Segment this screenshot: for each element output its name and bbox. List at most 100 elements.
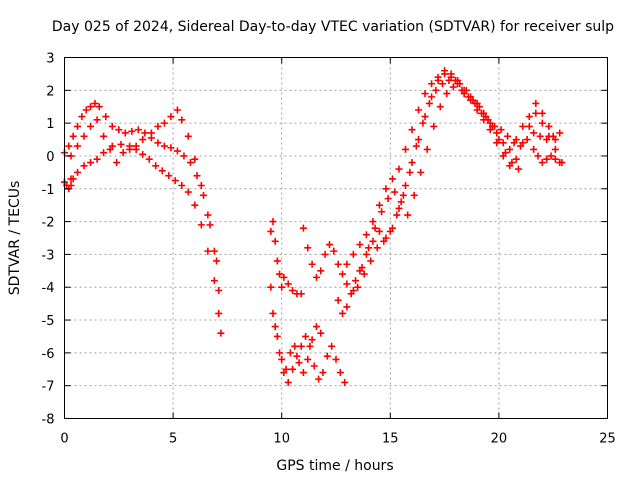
- data-point: [152, 162, 160, 170]
- data-point: [74, 122, 82, 130]
- data-point: [273, 257, 281, 265]
- data-point: [375, 201, 383, 209]
- data-point: [87, 159, 95, 167]
- data-point: [495, 136, 503, 144]
- data-point: [321, 250, 329, 258]
- data-point: [145, 155, 153, 163]
- series-6: [267, 218, 305, 298]
- data-point: [530, 129, 538, 137]
- data-point: [91, 99, 99, 107]
- data-point: [395, 165, 403, 173]
- y-tick-label: 3: [46, 52, 54, 67]
- data-point: [267, 283, 275, 291]
- y-tick-label: -2: [42, 216, 55, 231]
- data-point: [278, 283, 286, 291]
- data-point: [402, 145, 410, 153]
- data-point: [139, 150, 147, 158]
- data-point: [289, 287, 297, 295]
- data-point: [100, 132, 108, 140]
- data-point: [291, 342, 299, 350]
- data-point: [121, 129, 129, 137]
- data-point: [417, 168, 425, 176]
- data-point: [415, 136, 423, 144]
- data-point: [488, 122, 496, 130]
- data-point: [128, 127, 136, 135]
- data-point: [441, 67, 449, 75]
- data-point: [119, 149, 127, 157]
- data-point: [375, 227, 383, 235]
- data-point: [67, 181, 75, 189]
- data-point: [217, 329, 225, 337]
- data-point: [278, 355, 286, 363]
- series-9: [334, 70, 566, 317]
- data-point: [410, 191, 418, 199]
- data-point: [173, 147, 181, 155]
- data-point: [352, 277, 360, 285]
- x-tick-label: 0: [60, 432, 68, 447]
- data-point: [80, 132, 88, 140]
- data-point: [297, 290, 305, 298]
- data-point: [267, 227, 275, 235]
- x-axis-label: GPS time / hours: [276, 458, 393, 474]
- x-tick-label: 25: [599, 432, 616, 447]
- data-point: [545, 132, 553, 140]
- chart-title: Day 025 of 2024, Sidereal Day-to-day VTE…: [52, 19, 614, 35]
- data-point: [343, 303, 351, 311]
- data-point: [391, 188, 399, 196]
- data-point: [171, 177, 179, 185]
- data-point: [462, 86, 470, 94]
- data-point: [534, 152, 542, 160]
- data-point: [512, 136, 520, 144]
- data-point: [69, 132, 77, 140]
- series-12: [530, 145, 564, 167]
- data-point: [378, 208, 386, 216]
- data-point: [532, 109, 540, 117]
- x-tick-label: 5: [169, 432, 177, 447]
- data-point: [167, 113, 175, 121]
- data-point: [360, 270, 368, 278]
- data-point: [475, 103, 483, 111]
- data-point: [406, 168, 414, 176]
- data-point: [428, 93, 436, 101]
- data-point: [93, 155, 101, 163]
- data-point: [100, 149, 108, 157]
- data-point: [117, 140, 125, 148]
- data-point: [317, 267, 325, 275]
- data-point: [215, 287, 223, 295]
- data-point: [421, 90, 429, 98]
- data-point: [358, 264, 366, 272]
- data-point: [191, 201, 199, 209]
- data-point: [493, 129, 501, 137]
- data-point: [69, 175, 77, 183]
- data-point: [95, 103, 103, 111]
- series-8: [299, 76, 564, 298]
- data-point: [197, 221, 205, 229]
- data-point: [87, 122, 95, 130]
- data-point: [551, 145, 559, 153]
- data-point: [286, 349, 294, 357]
- data-point: [393, 211, 401, 219]
- y-tick-label: -1: [42, 183, 55, 198]
- data-point: [525, 113, 533, 121]
- data-point: [438, 80, 446, 88]
- data-point: [204, 247, 212, 255]
- data-point: [421, 113, 429, 121]
- data-point: [271, 323, 279, 331]
- data-point: [356, 241, 364, 249]
- data-point: [388, 224, 396, 232]
- data-point: [339, 270, 347, 278]
- data-point: [132, 142, 140, 150]
- data-point: [80, 162, 88, 170]
- data-point: [369, 218, 377, 226]
- series-5: [267, 283, 349, 386]
- data-point: [388, 175, 396, 183]
- data-point: [501, 149, 509, 157]
- data-point: [102, 113, 110, 121]
- data-point: [508, 159, 516, 167]
- data-point: [373, 244, 381, 252]
- data-point: [339, 309, 347, 317]
- data-point: [308, 336, 316, 344]
- data-point: [282, 365, 290, 373]
- y-tick-label: -6: [42, 347, 55, 362]
